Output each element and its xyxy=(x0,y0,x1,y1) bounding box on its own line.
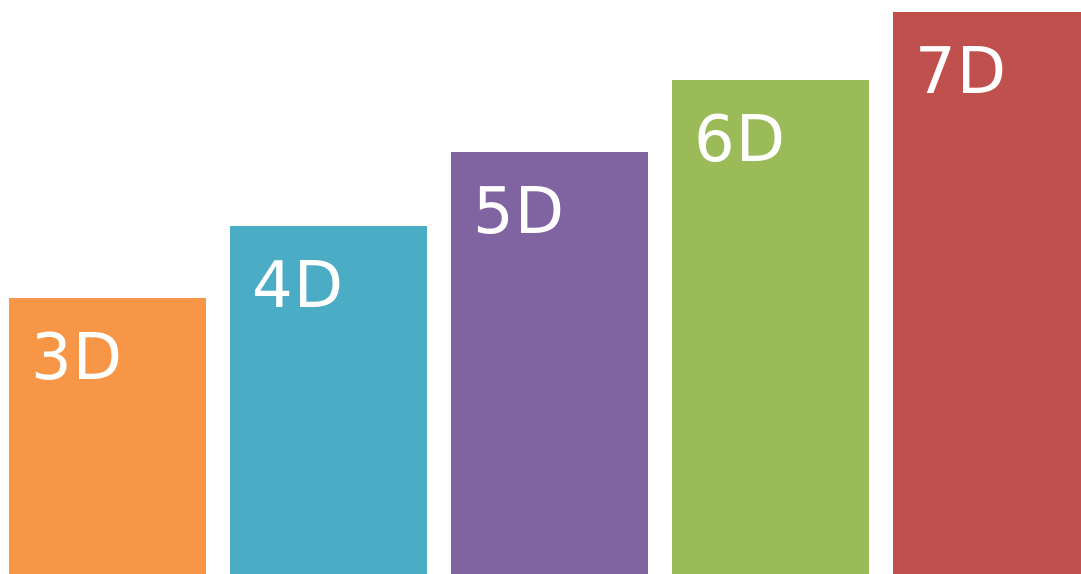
step-4d-label: 4D xyxy=(252,249,344,323)
step-5d-label: 5D xyxy=(473,175,565,249)
step-4d-block: 4D xyxy=(230,226,427,574)
step-6d-block: 6D xyxy=(672,80,869,574)
step-7d-label: 7D xyxy=(915,35,1007,109)
step-3d-label: 3D xyxy=(31,321,123,395)
step-7d-block: 7D xyxy=(893,12,1081,574)
step-6d-label: 6D xyxy=(694,103,786,177)
step-3d-block: 3D xyxy=(9,298,206,574)
step-5d-block: 5D xyxy=(451,152,648,574)
